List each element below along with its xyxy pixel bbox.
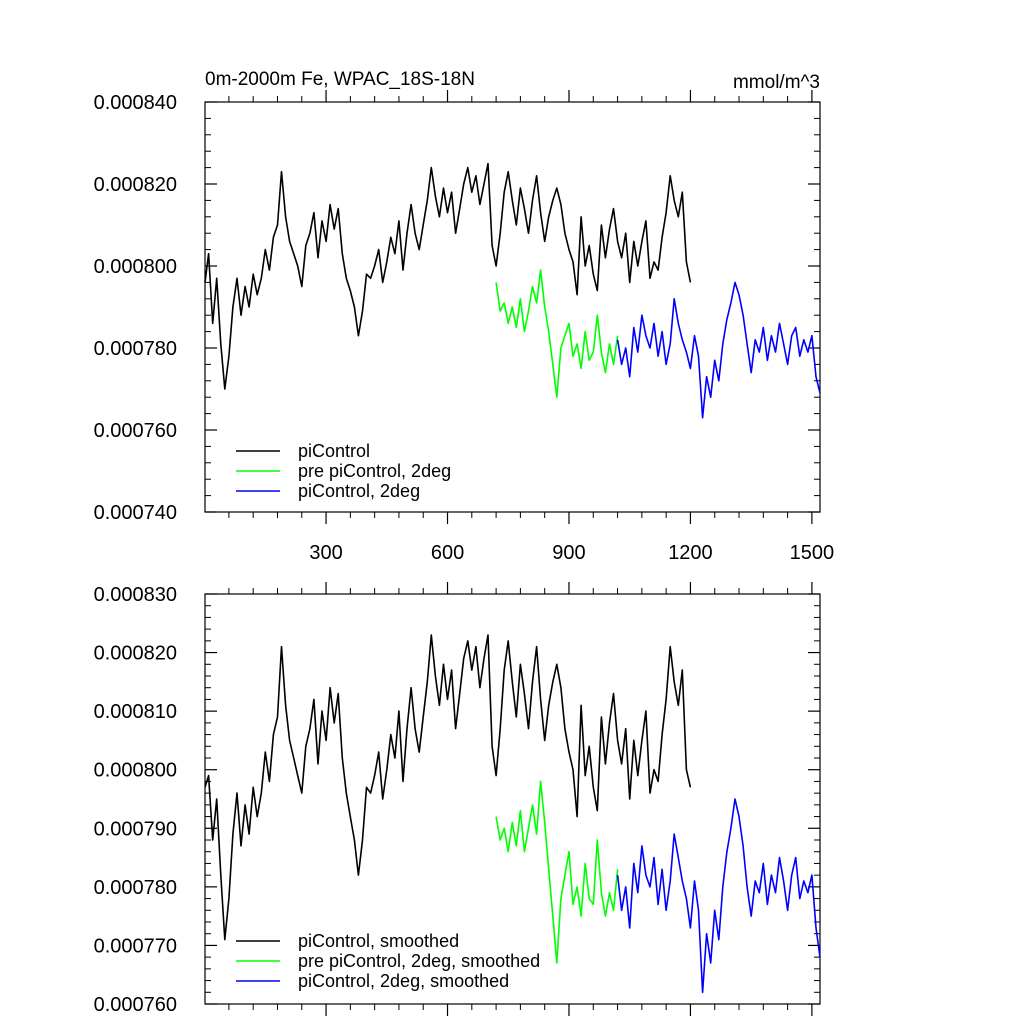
- legend-label-2: pre piControl, 2deg: [298, 461, 451, 481]
- top-series-lines: [204, 162, 821, 419]
- y-tick-label: 0.000790: [94, 818, 177, 840]
- bottom-series-line-1: [204, 634, 692, 941]
- bottom-y-tick-labels: 0.000760 0.000770 0.000780 0.000790 0.000800…: [94, 584, 177, 1016]
- bottom-plot-frame: [204, 593, 821, 1005]
- legend-label-3: piControl, 2deg: [298, 481, 420, 501]
- top-series-line-3: [616, 281, 821, 419]
- legend-label-1: piControl, smoothed: [298, 931, 459, 951]
- bottom-series-line-2: [495, 780, 619, 964]
- y-tick-label: 0.000800: [94, 760, 177, 782]
- bottom-panel: 0.000760 0.000770 0.000780 0.000790 0.000800…: [94, 582, 821, 1016]
- chart-title: 0m-2000m Fe, WPAC_18S-18N: [205, 69, 475, 90]
- legend-label-3: piControl, 2deg, smoothed: [298, 971, 509, 991]
- units-label: mmol/m^3: [733, 72, 820, 93]
- legend-label-1: piControl: [298, 441, 370, 461]
- y-tick-label: 0.000810: [94, 701, 177, 723]
- y-tick-label: 0.000840: [94, 92, 177, 114]
- y-tick-label: 0.000770: [94, 935, 177, 957]
- top-axis-ticks: [205, 90, 820, 524]
- x-tick-label: 300: [309, 542, 342, 564]
- x-tick-label: 900: [552, 542, 585, 564]
- y-tick-label: 0.000760: [94, 420, 177, 442]
- bottom-series-line-3: [616, 798, 821, 994]
- y-tick-label: 0.000780: [94, 877, 177, 899]
- top-series-line-2: [495, 269, 619, 399]
- x-tick-label: 1500: [790, 542, 835, 564]
- y-tick-label: 0.000820: [94, 174, 177, 196]
- bottom-axis-ticks: [205, 582, 820, 1016]
- legend-label-2: pre piControl, 2deg, smoothed: [298, 951, 540, 971]
- y-tick-label: 0.000800: [94, 256, 177, 278]
- x-tick-label: 1200: [668, 542, 713, 564]
- bottom-series-lines: [204, 634, 821, 994]
- top-x-tick-labels: 300 600 900 1200 1500: [309, 542, 834, 564]
- y-tick-label: 0.000780: [94, 338, 177, 360]
- x-tick-label: 600: [431, 542, 464, 564]
- y-tick-label: 0.000830: [94, 584, 177, 606]
- y-tick-label: 0.000740: [94, 502, 177, 524]
- top-plot-frame: [204, 101, 821, 513]
- top-y-tick-labels: 0.000740 0.000760 0.000780 0.000800 0.000820…: [94, 92, 177, 524]
- y-tick-label: 0.000820: [94, 643, 177, 665]
- top-series-line-1: [204, 162, 692, 390]
- y-tick-label: 0.000760: [94, 994, 177, 1016]
- top-panel: 0m-2000m Fe, WPAC_18S-18N mmol/m^3 0.000…: [94, 69, 835, 564]
